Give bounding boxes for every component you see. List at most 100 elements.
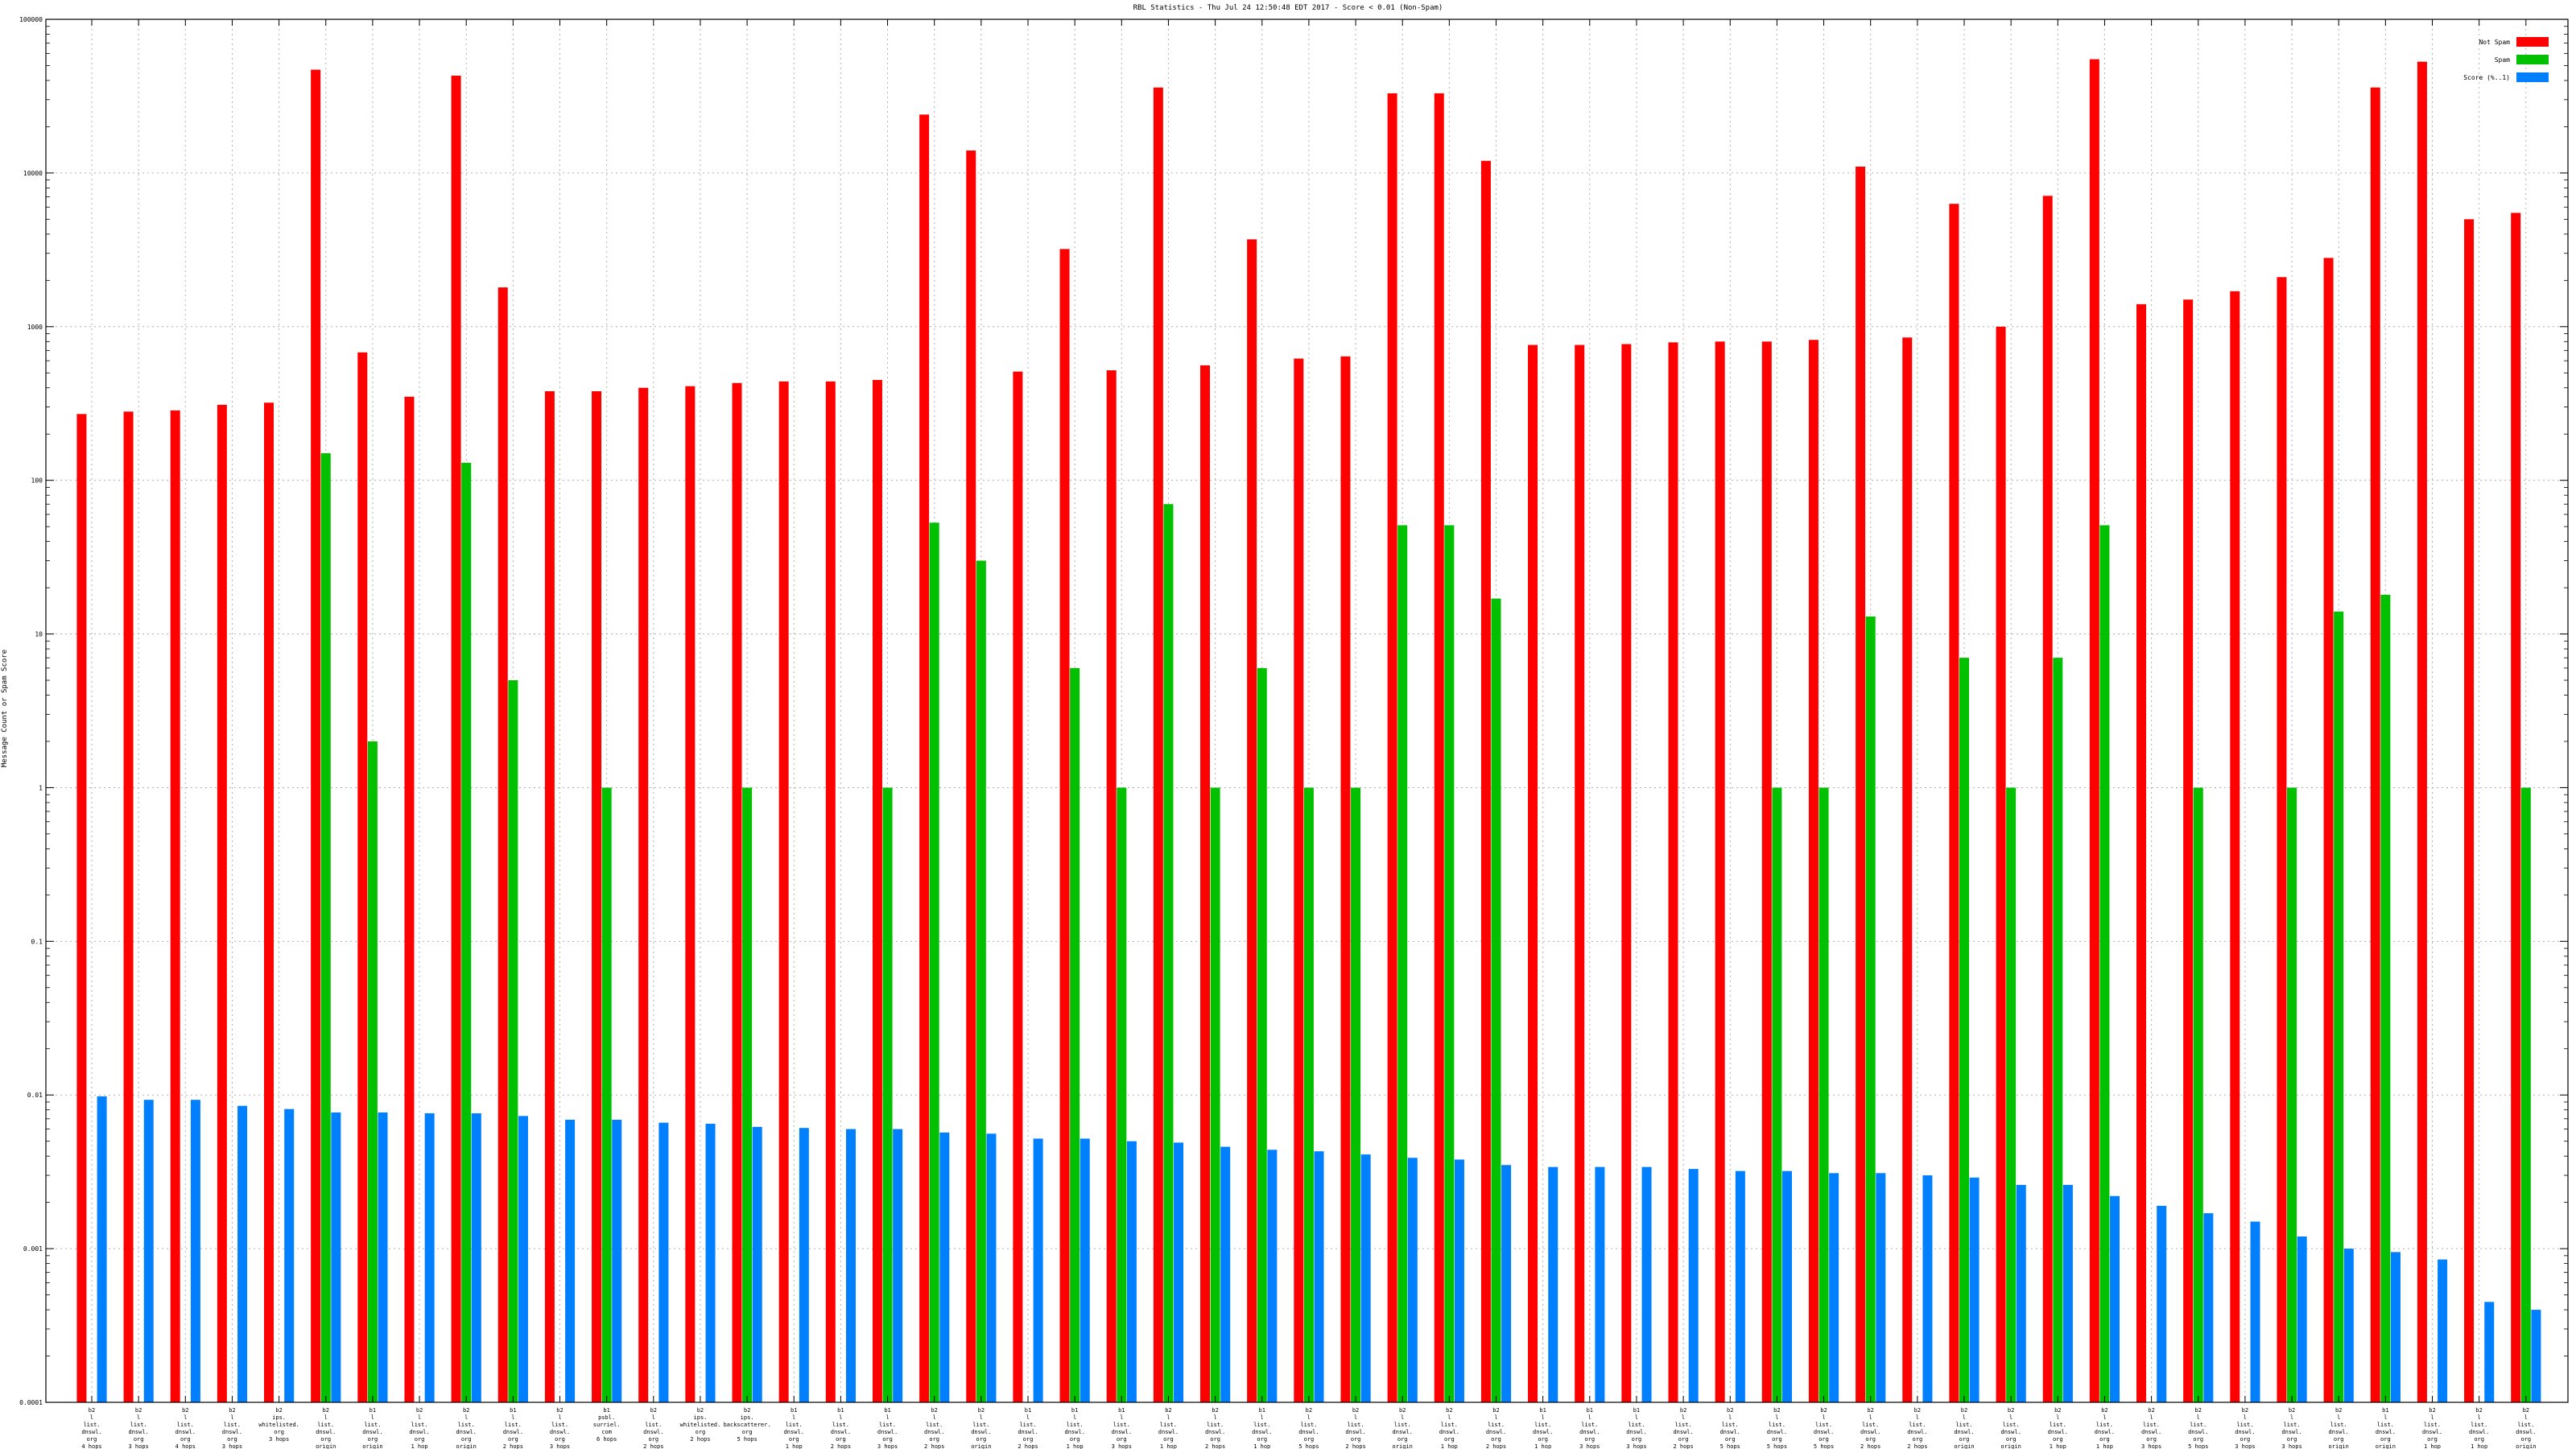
bar-score-1 xyxy=(2062,1184,2073,1402)
bar-score-1 xyxy=(986,1133,997,1402)
legend-swatch xyxy=(2516,55,2549,64)
bar-spam xyxy=(2099,525,2110,1402)
x-tick-label: b2 l list. dnswl. org 1 hop xyxy=(1439,1407,1459,1449)
bar-not-spam xyxy=(1013,371,1023,1403)
bar-score-1 xyxy=(1174,1142,1184,1402)
bar-spam xyxy=(367,741,378,1402)
bar-not-spam xyxy=(1575,345,1585,1402)
bar-spam xyxy=(1444,525,1455,1402)
bar-spam xyxy=(1772,787,1782,1402)
bar-score-1 xyxy=(424,1113,435,1402)
bar-score-1 xyxy=(658,1122,669,1402)
bar-score-1 xyxy=(1969,1177,1979,1402)
bar-score-1 xyxy=(1454,1159,1464,1402)
bar-not-spam xyxy=(732,382,742,1402)
bar-score-1 xyxy=(705,1123,716,1402)
x-tick-label: b2 l list. dnswl. org 5 hops xyxy=(1720,1407,1740,1449)
legend-label: Not Spam xyxy=(2479,39,2510,46)
bar-not-spam xyxy=(825,381,836,1402)
bar-score-1 xyxy=(237,1105,248,1402)
bar-score-1 xyxy=(1220,1146,1231,1402)
bar-not-spam xyxy=(2230,291,2240,1403)
bar-score-1 xyxy=(1922,1175,1933,1402)
bar-not-spam xyxy=(1480,160,1491,1403)
bar-spam xyxy=(1491,598,1501,1402)
bar-spam xyxy=(1117,787,1127,1402)
bar-score-1 xyxy=(2250,1221,2260,1402)
bar-not-spam xyxy=(1247,239,1257,1402)
bar-score-1 xyxy=(893,1129,903,1402)
x-tick-label: b2 l list. dnswl. org 3 hops xyxy=(2141,1407,2161,1449)
bar-score-1 xyxy=(143,1100,154,1402)
x-tick-label: b2 l list. dnswl. org origin xyxy=(2516,1407,2536,1449)
y-tick-label: 0.001 xyxy=(23,1245,43,1253)
y-tick-label: 0.1 xyxy=(31,938,43,945)
x-tick-label: b2 l list. dnswl. org 1 hop xyxy=(2095,1407,2115,1449)
x-tick-label: b2 l list. dnswl. org origin xyxy=(316,1407,336,1449)
bar-spam xyxy=(742,787,753,1402)
bar-not-spam xyxy=(1621,344,1632,1402)
bar-not-spam xyxy=(76,414,87,1402)
bar-spam xyxy=(1865,616,1876,1402)
x-tick-label: b1 l list. dnswl. org 2 hops xyxy=(503,1407,523,1449)
x-tick-label: b1 l list. dnswl. org origin xyxy=(2376,1407,2396,1449)
bar-not-spam xyxy=(1808,340,1818,1403)
bar-score-1 xyxy=(2016,1184,2026,1402)
x-tick-label: b1 l list. dnswl. org 3 hops xyxy=(1579,1407,1600,1449)
bar-not-spam xyxy=(1059,249,1070,1403)
x-tick-label: b2 l list. dnswl. org 2 hops xyxy=(1486,1407,1506,1449)
x-tick-label: b1 l list. dnswl. org 2 hops xyxy=(831,1407,851,1449)
y-axis-ticks: 0.0001 0.001 0.01 0.1 1 10 100 1000 10000 100000 xyxy=(19,16,2568,1406)
x-tick-label: b2 l list. dnswl. org origin xyxy=(1954,1407,1974,1449)
bar-spam xyxy=(1959,658,1969,1402)
bar-not-spam xyxy=(1528,345,1538,1402)
bar-not-spam xyxy=(311,69,321,1402)
bar-not-spam xyxy=(1668,342,1678,1403)
bar-score-1 xyxy=(1641,1166,1652,1402)
bar-not-spam xyxy=(1340,356,1351,1402)
bar-not-spam xyxy=(685,386,696,1403)
x-tick-label: b2 l list. dnswl. org 3 hops xyxy=(2235,1407,2255,1449)
bar-not-spam xyxy=(1902,337,1913,1402)
bar-spam xyxy=(976,560,986,1402)
x-tick-label: b2 l list. dnswl. org 1 hop xyxy=(409,1407,429,1449)
bar-score-1 xyxy=(378,1112,388,1402)
bar-spam xyxy=(2380,594,2391,1402)
bar-not-spam xyxy=(404,396,415,1403)
y-axis-label: Message Count or Spam Score xyxy=(1,650,9,767)
bar-spam xyxy=(1303,787,1314,1402)
bar-not-spam xyxy=(2323,258,2334,1402)
bar-score-1 xyxy=(1314,1151,1324,1402)
bar-spam xyxy=(929,522,939,1402)
bar-spam xyxy=(601,787,612,1402)
bar-not-spam xyxy=(1387,93,1397,1402)
bar-score-1 xyxy=(1080,1138,1090,1402)
x-tick-label: b2 l list. dnswl. org 1 hop xyxy=(2048,1407,2068,1449)
x-tick-label: b2 ips. backscatterer. org 5 hops xyxy=(724,1407,771,1443)
bar-spam xyxy=(1818,787,1829,1402)
x-tick-label: b2 l list. dnswl. org 4 hops xyxy=(81,1407,101,1449)
x-tick-label: b2 ips. whitelisted. org 3 hops xyxy=(258,1407,299,1443)
x-tick-label: b2 l list. dnswl. org 5 hops xyxy=(1298,1407,1319,1449)
x-tick-label: b2 l list. dnswl. org 5 hops xyxy=(2188,1407,2208,1449)
x-tick-label: b2 ips. whitelisted. org 2 hops xyxy=(680,1407,721,1443)
bar-score-1 xyxy=(1126,1141,1137,1402)
bar-not-spam xyxy=(2370,87,2380,1403)
bar-score-1 xyxy=(284,1108,295,1402)
x-tick-label: b2 l list. dnswl. org 1 hop xyxy=(2422,1407,2442,1449)
bar-spam xyxy=(1351,787,1361,1402)
x-axis-labels: b2 l list. dnswl. org 4 hops b2 l list. dnswl. org… xyxy=(81,19,2536,1449)
bar-not-spam xyxy=(1434,93,1444,1402)
y-tick-label: 10 xyxy=(35,631,43,638)
bar-score-1 xyxy=(331,1112,341,1402)
x-tick-label: b2 l list. dnswl. org 5 hops xyxy=(1814,1407,1834,1449)
bar-score-1 xyxy=(2484,1302,2495,1402)
x-tick-label: b1 l list. dnswl. org 3 hops xyxy=(1626,1407,1646,1449)
plot-frame xyxy=(45,19,2569,1403)
x-tick-label: b2 l list. dnswl. org origin xyxy=(2329,1407,2349,1449)
legend-label: Score (%..1) xyxy=(2463,74,2510,81)
bar-not-spam xyxy=(1761,341,1772,1402)
bar-spam xyxy=(2334,611,2344,1402)
bar-score-1 xyxy=(1267,1150,1278,1402)
bar-not-spam xyxy=(1856,166,1866,1402)
